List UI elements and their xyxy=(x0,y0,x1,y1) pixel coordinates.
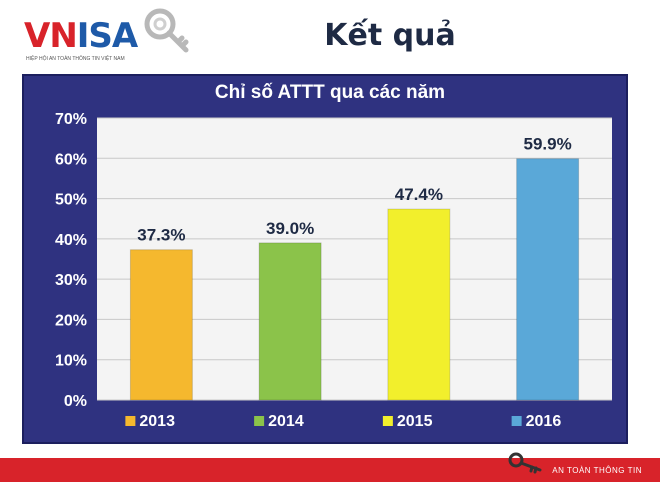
footer-bar xyxy=(0,458,660,482)
y-tick-label: 50% xyxy=(55,192,87,209)
legend-swatch xyxy=(511,416,522,426)
vnisa-logo: VNISA HIỆP HỘI AN TOÀN THÔNG TIN VIỆT NA… xyxy=(24,8,194,68)
bar-2013 xyxy=(129,249,193,401)
logo-wordmark: VNISA xyxy=(24,16,138,56)
chart-title: Chỉ số ATTT qua các năm xyxy=(214,82,446,103)
y-tick-label: 0% xyxy=(64,393,87,410)
y-tick-label: 60% xyxy=(55,151,87,168)
bar-2016 xyxy=(516,158,580,401)
legend-label: 2016 xyxy=(526,413,562,430)
logo-subtitle: HIỆP HỘI AN TOÀN THÔNG TIN VIỆT NAM xyxy=(26,56,125,62)
data-label: 37.3% xyxy=(137,226,185,245)
legend-swatch xyxy=(254,416,265,426)
logo-text-isa: ISA xyxy=(76,16,138,56)
key-icon xyxy=(144,8,189,53)
footer-text: AN TOÀN THÔNG TIN xyxy=(552,466,642,475)
legend-label: 2014 xyxy=(268,413,304,430)
legend-label: 2013 xyxy=(139,413,175,430)
bar-2015 xyxy=(387,208,451,401)
y-tick-label: 20% xyxy=(55,312,87,329)
bar-chart: 0% 10% 20% 30% 40% 50% 60% 70% 37.3% 39.0% 47.4% 59… xyxy=(55,111,612,430)
legend-swatch xyxy=(125,416,136,426)
bar-2014 xyxy=(258,242,322,401)
data-label: 47.4% xyxy=(395,185,443,204)
legend-label: 2015 xyxy=(397,413,433,430)
y-tick-label: 40% xyxy=(55,232,87,249)
data-label: 59.9% xyxy=(524,135,572,154)
legend-swatch xyxy=(382,416,393,426)
logo-text-vn: VN xyxy=(24,16,78,56)
footer-key-icon xyxy=(508,452,542,474)
y-tick-label: 30% xyxy=(55,272,87,289)
data-label: 39.0% xyxy=(266,219,314,238)
y-tick-label: 10% xyxy=(55,353,87,370)
page-title: Kết quả xyxy=(324,18,456,53)
y-tick-label: 70% xyxy=(55,111,87,128)
